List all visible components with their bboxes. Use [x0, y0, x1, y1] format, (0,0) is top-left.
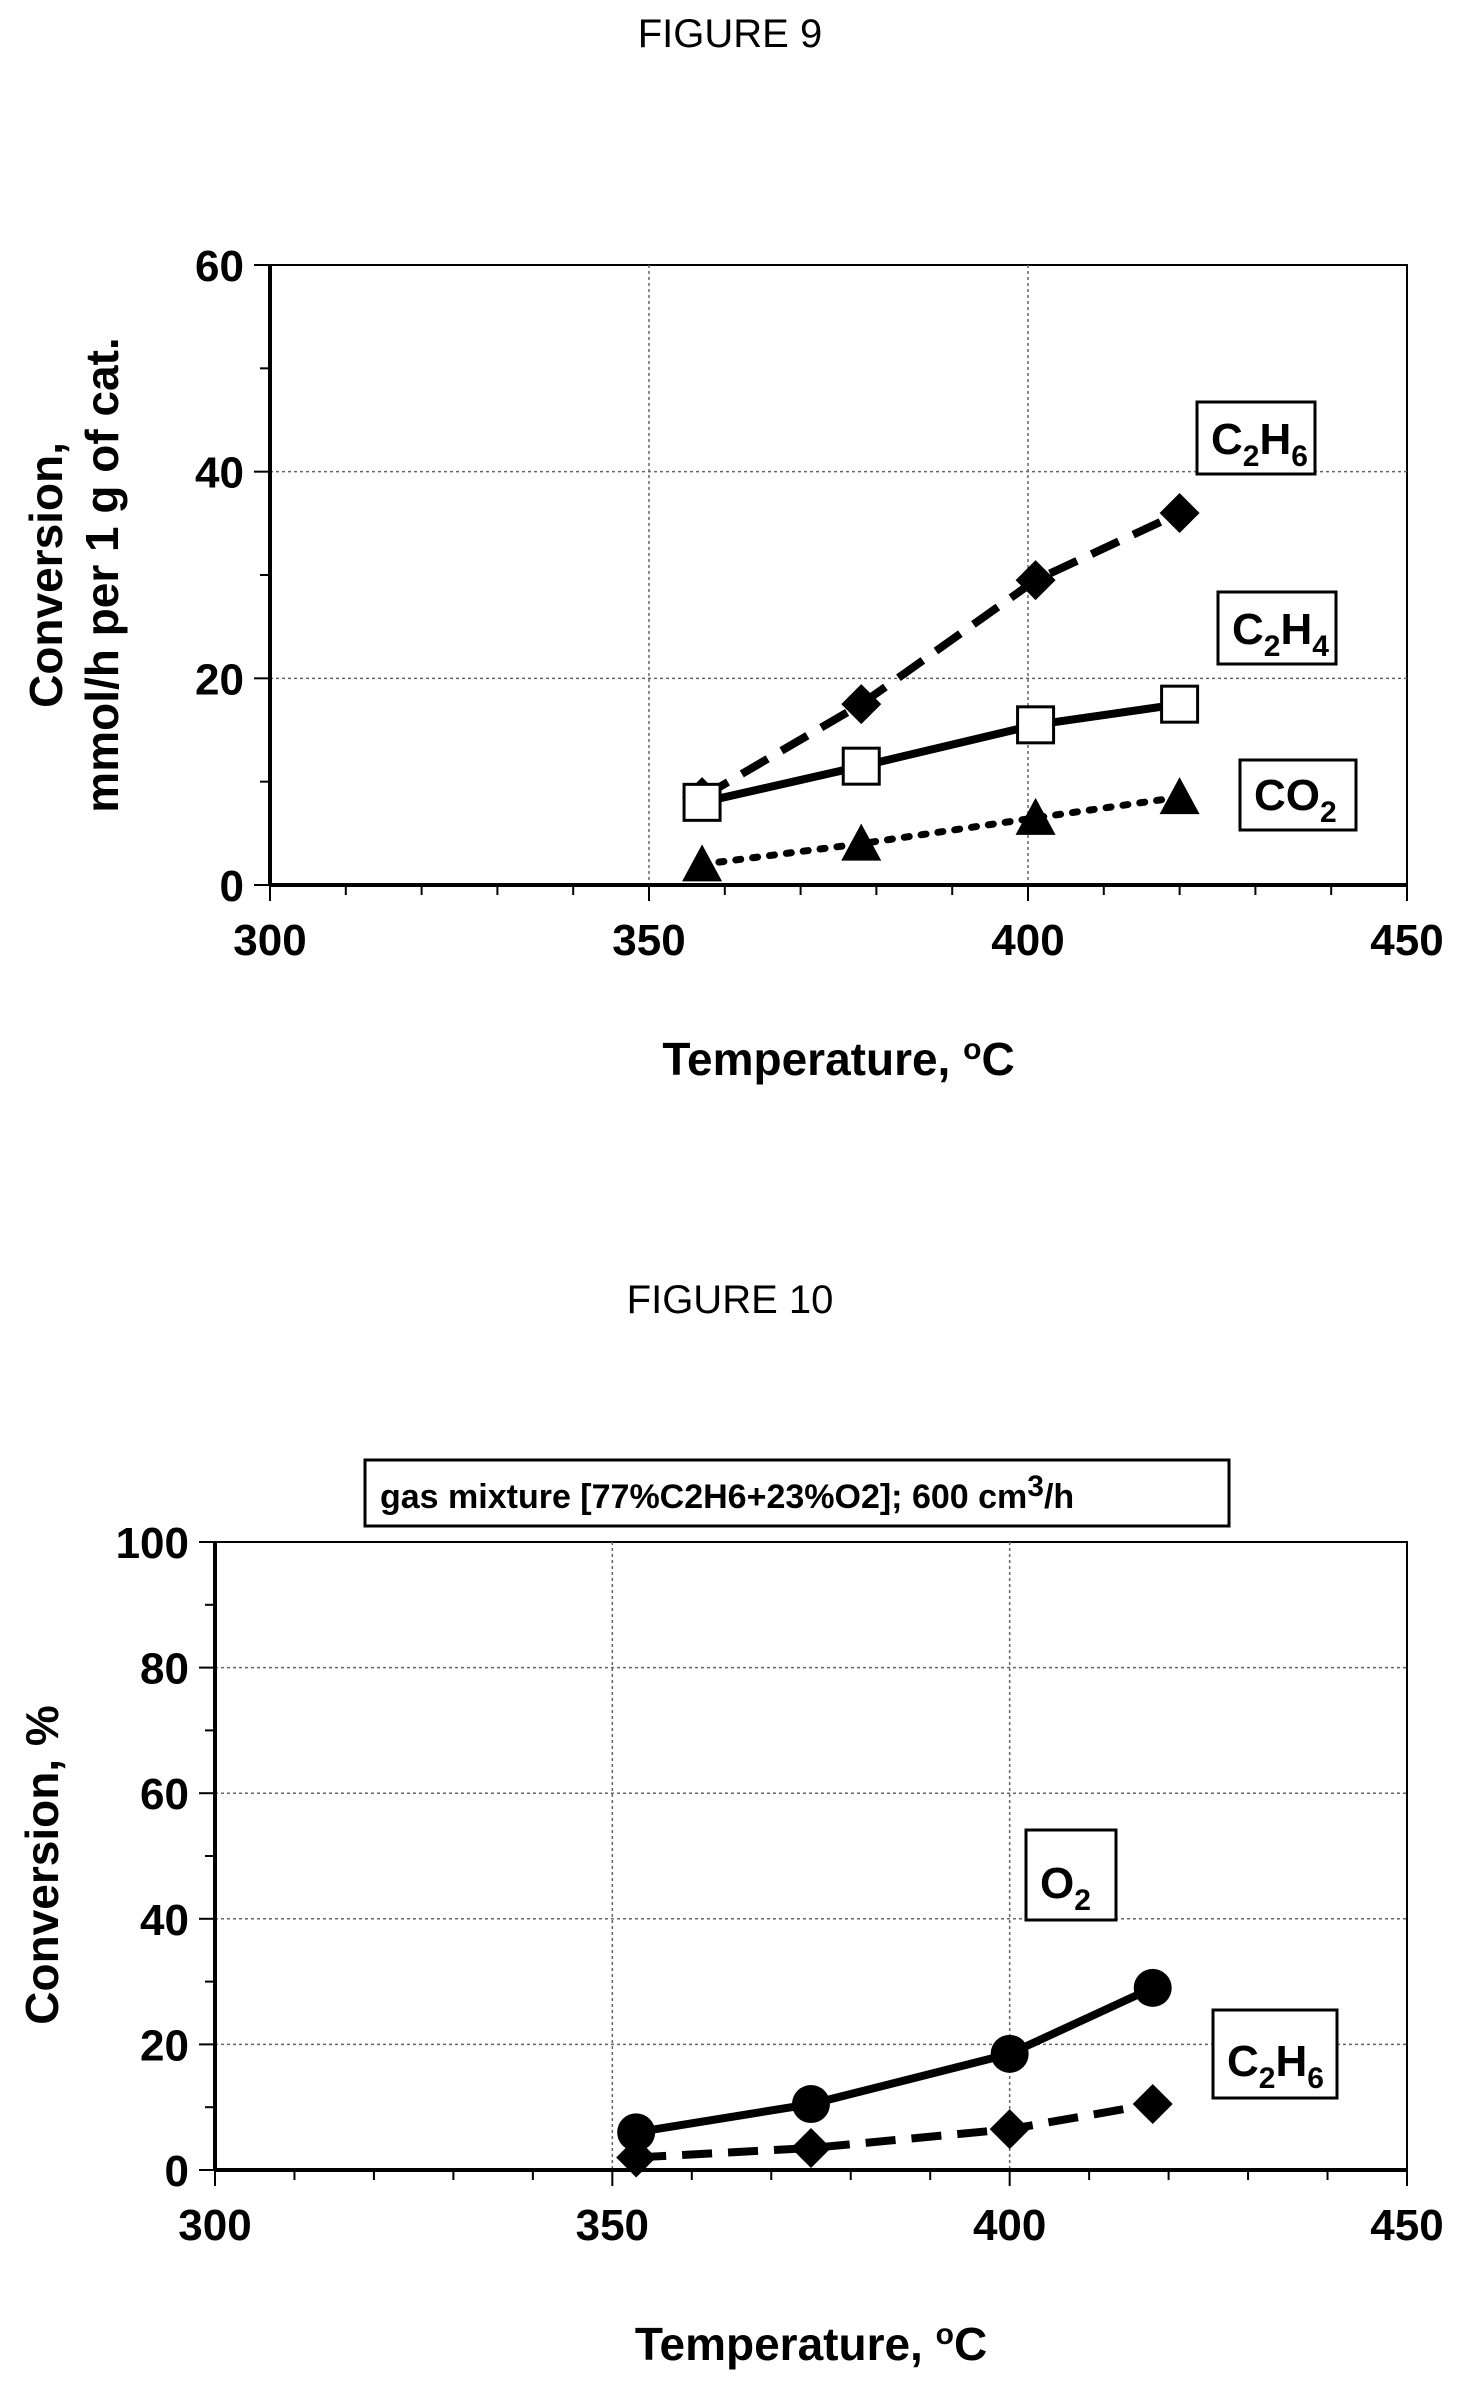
fig9-label-c2h6-box: [1195, 400, 1317, 476]
fig9-y-axis-label-line2: mmol/h per 1 g of cat.: [76, 337, 128, 812]
fig10-y-tick-label: 0: [165, 2147, 189, 2196]
chart-fig9: 300 350 400 450 0 20 40 60 Temperature, oC: [195, 242, 1444, 1085]
fig9-series-line-c2h4: [701, 700, 1181, 807]
fig10-y-tick-label: 20: [140, 2021, 189, 2070]
fig10-conditions-text: gas mixture [77%C2H6+23%O2]; 600 cm3/h: [380, 1470, 1074, 1516]
fig9-annotations: Conversion, mmol/h per 1 g of cat. C2H6 C2H…: [20, 337, 1358, 832]
fig9-label-c2h6: C2H6: [1211, 415, 1308, 473]
fig10-point-o2: [990, 2034, 1029, 2073]
fig10-conditions-box: [363, 1458, 1231, 1528]
chart-fig10: 300 350 400 450 0 20 40 60 80 100 Temperature, oC: [116, 1519, 1444, 2370]
fig10-label-c2h6-box: [1211, 2008, 1339, 2100]
fig9-point-co2: [1015, 797, 1056, 835]
fig9-label-co2-box: [1238, 758, 1358, 832]
fig10-y-tick-label: 80: [140, 1645, 189, 1694]
figure-10-title: FIGURE 10: [626, 1278, 834, 1322]
fig9-label-co2: CO2: [1254, 771, 1337, 829]
fig10-y-tick-label: 60: [140, 1770, 189, 1819]
fig10-point-c2h6: [616, 2137, 657, 2178]
fig10-point-c2h6: [1132, 2084, 1173, 2125]
figure-9-title: FIGURE 9: [637, 12, 823, 56]
fig10-point-c2h6: [791, 2128, 831, 2169]
fig10-x-tick-label: 350: [576, 2201, 649, 2250]
fig9-x-tick-label: 450: [1370, 916, 1443, 965]
fig9-point-c2h4: [1016, 705, 1056, 745]
fig9-point-c2h6: [841, 684, 882, 725]
fig9-y-tick-label: 60: [195, 242, 244, 291]
fig9-series-line-c2h6: [700, 509, 1182, 801]
fig9-point-c2h4: [682, 782, 722, 822]
fig10-y-axis-label: Conversion, %: [16, 1705, 68, 2025]
fig10-label-c2h6: C2H6: [1227, 2037, 1324, 2095]
fig9-x-tick-label: 400: [991, 916, 1064, 965]
fig9-y-tick-label: 0: [220, 862, 244, 911]
fig9-label-c2h4-box: [1216, 590, 1338, 666]
fig9-y-axis-label-line1: Conversion,: [20, 442, 72, 708]
fig9-point-co2: [1159, 777, 1200, 815]
fig10-x-axis-label: Temperature, oC: [635, 2318, 987, 2370]
fig9-point-c2h6: [1159, 493, 1200, 533]
fig10-y-tick-label: 100: [116, 1519, 189, 1568]
fig9-y-tick-label: 20: [195, 655, 244, 704]
fig10-series-line-c2h6: [635, 2100, 1154, 2162]
fig9-x-tick-label: 350: [612, 916, 685, 965]
fig9-x-tick-label: 300: [233, 916, 306, 965]
fig10-x-tick-label: 300: [178, 2201, 251, 2250]
fig10-y-tick-label: 40: [140, 1896, 189, 1945]
fig10-point-o2: [792, 2085, 830, 2124]
fig10-x-tick-label: 400: [973, 2201, 1046, 2250]
fig9-label-c2h4: C2H4: [1232, 605, 1329, 663]
fig9-point-co2: [841, 823, 882, 861]
fig9-x-axis-label: Temperature, oC: [662, 1033, 1014, 1085]
fig9-point-c2h6: [1015, 560, 1056, 601]
fig9-point-c2h4: [841, 746, 881, 786]
fig10-series-line-o2: [635, 1984, 1155, 2137]
fig9-plot-frame: [269, 264, 1408, 886]
fig9-point-co2: [682, 844, 723, 882]
fig9-y-tick-label: 40: [195, 449, 244, 498]
fig9-point-c2h4: [1160, 684, 1200, 724]
fig10-annotations: Conversion, % gas mixture [77%C2H6+23%O2]…: [16, 1458, 1339, 2100]
fig10-point-o2: [617, 2113, 656, 2152]
fig10-point-o2: [1133, 1968, 1172, 2007]
fig9-series-line-co2: [698, 793, 1184, 868]
fig10-label-o2: O2: [1040, 1859, 1091, 1917]
fig10-x-tick-label: 450: [1370, 2201, 1443, 2250]
fig10-point-c2h6: [989, 2109, 1030, 2150]
fig10-label-o2-box: [1024, 1828, 1118, 1922]
